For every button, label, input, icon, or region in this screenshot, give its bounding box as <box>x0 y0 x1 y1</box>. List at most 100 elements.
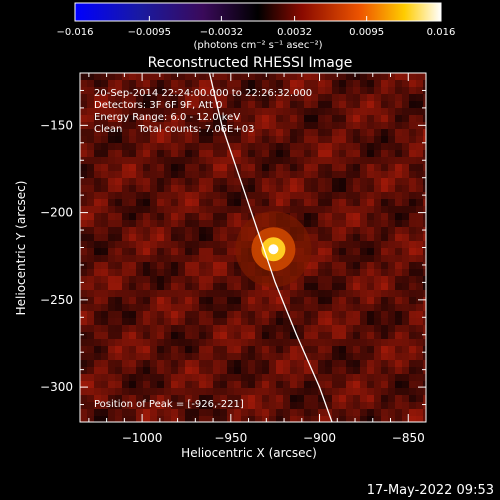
image-pixel <box>332 164 339 171</box>
image-pixel <box>388 311 395 318</box>
image-pixel <box>339 213 346 220</box>
image-pixel <box>367 409 374 416</box>
image-pixel <box>276 395 283 402</box>
image-pixel <box>395 255 402 262</box>
image-pixel <box>409 388 416 395</box>
image-pixel <box>220 136 227 143</box>
image-pixel <box>409 325 416 332</box>
image-pixel <box>157 199 164 206</box>
image-pixel <box>178 101 185 108</box>
image-pixel <box>304 388 311 395</box>
image-pixel <box>402 101 409 108</box>
image-pixel <box>185 234 192 241</box>
image-pixel <box>164 220 171 227</box>
image-pixel <box>122 220 129 227</box>
image-pixel <box>227 101 234 108</box>
image-pixel <box>143 178 150 185</box>
image-pixel <box>220 248 227 255</box>
image-pixel <box>311 115 318 122</box>
image-pixel <box>87 374 94 381</box>
image-pixel <box>199 297 206 304</box>
image-pixel <box>192 381 199 388</box>
image-pixel <box>227 213 234 220</box>
image-pixel <box>402 220 409 227</box>
image-pixel <box>248 283 255 290</box>
image-pixel <box>94 192 101 199</box>
image-pixel <box>360 360 367 367</box>
image-pixel <box>94 227 101 234</box>
image-pixel <box>339 150 346 157</box>
image-pixel <box>409 297 416 304</box>
image-pixel <box>360 262 367 269</box>
image-pixel <box>206 164 213 171</box>
image-pixel <box>164 318 171 325</box>
image-pixel <box>199 129 206 136</box>
image-pixel <box>367 192 374 199</box>
image-pixel <box>206 304 213 311</box>
image-pixel <box>402 234 409 241</box>
image-pixel <box>101 339 108 346</box>
image-pixel <box>381 94 388 101</box>
image-pixel <box>192 346 199 353</box>
image-pixel <box>80 199 87 206</box>
image-pixel <box>94 199 101 206</box>
image-pixel <box>423 332 426 339</box>
image-pixel <box>388 416 395 422</box>
image-pixel <box>297 304 304 311</box>
image-pixel <box>416 220 423 227</box>
image-pixel <box>185 80 192 87</box>
image-pixel <box>353 304 360 311</box>
image-pixel <box>374 220 381 227</box>
image-pixel <box>388 73 395 80</box>
image-pixel <box>395 80 402 87</box>
image-pixel <box>276 367 283 374</box>
image-pixel <box>80 241 87 248</box>
image-pixel <box>339 416 346 422</box>
image-pixel <box>192 353 199 360</box>
image-pixel <box>206 108 213 115</box>
image-pixel <box>108 192 115 199</box>
image-pixel <box>136 381 143 388</box>
image-pixel <box>388 339 395 346</box>
image-pixel <box>150 143 157 150</box>
image-pixel <box>115 87 122 94</box>
image-pixel <box>185 416 192 422</box>
image-pixel <box>318 276 325 283</box>
image-pixel <box>248 332 255 339</box>
image-pixel <box>206 360 213 367</box>
image-pixel <box>297 283 304 290</box>
image-pixel <box>213 360 220 367</box>
image-pixel <box>304 402 311 409</box>
image-pixel <box>248 192 255 199</box>
image-pixel <box>423 367 426 374</box>
image-pixel <box>388 143 395 150</box>
image-pixel <box>255 283 262 290</box>
image-pixel <box>290 290 297 297</box>
image-pixel <box>325 129 332 136</box>
image-pixel <box>416 381 423 388</box>
image-pixel <box>143 171 150 178</box>
image-pixel <box>234 73 241 80</box>
image-pixel <box>318 101 325 108</box>
image-pixel <box>178 353 185 360</box>
image-pixel <box>325 276 332 283</box>
image-pixel <box>206 101 213 108</box>
image-pixel <box>297 297 304 304</box>
image-pixel <box>325 248 332 255</box>
image-pixel <box>164 213 171 220</box>
image-pixel <box>101 374 108 381</box>
image-pixel <box>248 353 255 360</box>
image-pixel <box>423 416 426 422</box>
image-pixel <box>206 346 213 353</box>
image-pixel <box>227 136 234 143</box>
image-pixel <box>192 115 199 122</box>
image-pixel <box>318 283 325 290</box>
image-pixel <box>269 388 276 395</box>
image-pixel <box>220 157 227 164</box>
image-pixel <box>171 143 178 150</box>
image-pixel <box>276 206 283 213</box>
image-pixel <box>241 171 248 178</box>
image-pixel <box>318 164 325 171</box>
image-pixel <box>346 325 353 332</box>
image-pixel <box>409 185 416 192</box>
